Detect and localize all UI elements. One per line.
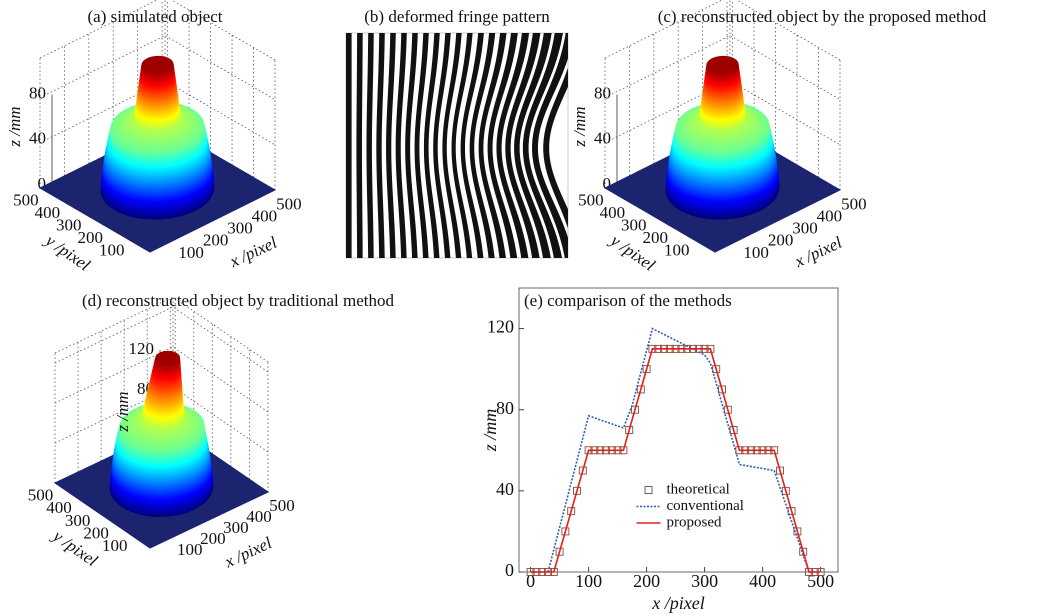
- x-tick-label: 500: [841, 194, 867, 213]
- x-tick-label: 100: [743, 243, 769, 262]
- z-axis-label: z /mm: [113, 391, 132, 432]
- x-tick-label: 300: [691, 571, 718, 591]
- legend-label: conventional: [667, 498, 744, 514]
- x-tick-label: 300: [792, 219, 818, 238]
- x-tick-label: 300: [227, 219, 253, 238]
- x-tick-label: 400: [252, 206, 278, 225]
- y-tick-label: 40: [496, 479, 514, 499]
- x-tick-label: 200: [768, 231, 794, 250]
- figure: (a) simulated object (b) deformed fringe…: [0, 0, 1049, 616]
- x-tick-label: 500: [269, 496, 295, 515]
- legend-label: proposed: [667, 514, 722, 530]
- fringe: [356, 33, 362, 258]
- z-tick-label: 80: [594, 83, 611, 102]
- x-tick-label: 100: [575, 571, 602, 591]
- panel-title: (e) comparison of the methods: [524, 291, 732, 310]
- z-tick-label: 40: [594, 129, 611, 148]
- y-tick-label: 500: [28, 485, 54, 504]
- fringe: [346, 33, 352, 258]
- z-tick-label: 40: [29, 129, 46, 148]
- surface-slice: [707, 56, 739, 73]
- panel-title: (c) reconstructed object by the proposed…: [658, 7, 987, 26]
- x-axis-label: x /pixel: [651, 593, 704, 613]
- z-tick-label: 80: [29, 83, 46, 102]
- y-tick-label: 0: [505, 560, 514, 580]
- z-axis-label: z /mm: [5, 106, 24, 147]
- x-tick-label: 100: [178, 243, 204, 262]
- x-tick-label: 300: [223, 518, 249, 537]
- panel-title: (a) simulated object: [87, 7, 222, 26]
- x-tick-label: 400: [246, 507, 272, 526]
- y-tick-label: 120: [487, 317, 514, 337]
- panel-title: (b) deformed fringe pattern: [364, 7, 550, 26]
- panel-title: (d) reconstructed object by traditional …: [82, 291, 395, 310]
- y-axis-label: z /mm: [480, 409, 500, 453]
- x-tick-label: 400: [749, 571, 776, 591]
- x-tick-label: 500: [276, 194, 302, 213]
- surface-slice: [142, 56, 174, 73]
- y-tick-label: 500: [13, 190, 39, 209]
- x-tick-label: 100: [177, 540, 203, 559]
- z-axis-label: z /mm: [570, 106, 589, 147]
- z-tick-label: 120: [129, 339, 155, 358]
- surface-slice: [156, 351, 180, 365]
- x-tick-label: 400: [817, 206, 843, 225]
- y-tick-label: 500: [578, 190, 604, 209]
- x-tick-label: 200: [200, 529, 226, 548]
- x-tick-label: 200: [203, 231, 229, 250]
- legend-label: theoretical: [667, 481, 730, 497]
- x-tick-label: 200: [633, 571, 660, 591]
